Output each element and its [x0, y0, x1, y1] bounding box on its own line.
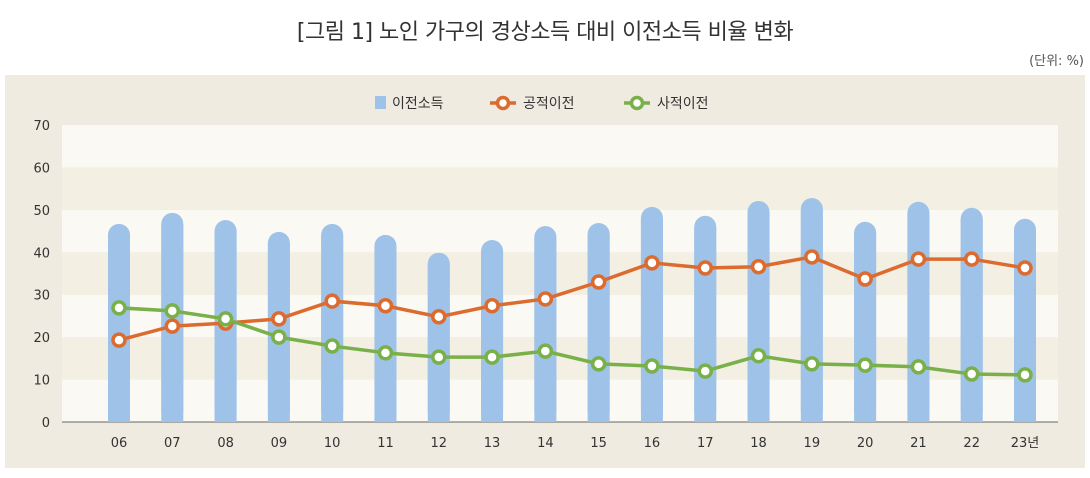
point	[910, 359, 927, 375]
point	[590, 356, 607, 372]
point	[217, 311, 234, 327]
x-tick-label: 21	[910, 436, 927, 451]
point	[484, 297, 500, 314]
x-tick-label: 22	[963, 436, 980, 451]
point	[324, 338, 340, 354]
x-tick-label: 11	[377, 436, 394, 451]
point	[484, 349, 500, 365]
x-tick-label: 10	[324, 436, 341, 451]
point	[164, 303, 181, 319]
bar-body	[694, 226, 717, 422]
point	[857, 271, 873, 287]
bar-body	[640, 217, 663, 422]
point	[963, 251, 980, 267]
point	[431, 349, 447, 365]
x-tick-label: 14	[537, 436, 554, 451]
bar-body	[374, 245, 397, 422]
point	[644, 255, 660, 271]
unit-label: (단위: %)	[1029, 54, 1084, 69]
line-사적이전	[118, 306, 1026, 377]
x-tick-label: 16	[644, 436, 661, 451]
y-tick-label: 60	[33, 161, 50, 176]
point	[111, 300, 127, 316]
x-tick-label: 09	[271, 436, 288, 451]
point	[324, 293, 340, 309]
y-tick-label: 50	[33, 204, 50, 219]
bar-body	[907, 212, 930, 422]
point	[1017, 260, 1033, 276]
x-tick-label: 18	[750, 436, 767, 451]
bar-body	[960, 218, 983, 422]
bar-body	[321, 234, 344, 422]
point	[750, 258, 767, 275]
x-tick-label: 12	[430, 436, 447, 451]
point	[697, 363, 713, 379]
grid-band	[62, 125, 1058, 168]
legend-label: 공적이전	[523, 96, 575, 112]
point	[1017, 367, 1033, 383]
bar-body	[854, 232, 877, 422]
bar-body	[587, 234, 610, 422]
point	[431, 309, 447, 325]
x-tick-label: 17	[697, 436, 714, 451]
y-tick-label: 30	[33, 289, 50, 304]
legend-swatch-bar	[375, 96, 386, 109]
y-tick-label: 70	[33, 119, 50, 134]
grid-band	[62, 167, 1058, 210]
point	[377, 297, 394, 314]
bar-body	[747, 211, 770, 422]
bar-body	[427, 263, 450, 422]
x-tick-label: 06	[111, 436, 128, 451]
x-tick-label: 07	[164, 436, 181, 451]
bar-body	[534, 236, 557, 422]
point	[804, 249, 820, 265]
bar-body	[800, 208, 823, 422]
point	[697, 260, 713, 276]
point	[644, 358, 660, 374]
legend-marker	[629, 95, 645, 111]
x-tick-label: 23년	[1011, 436, 1040, 451]
y-tick-label: 40	[33, 246, 50, 261]
x-tick-label: 08	[217, 436, 234, 451]
line-공적이전	[118, 255, 1026, 342]
point	[111, 332, 127, 348]
chart-title: [그림 1] 노인 가구의 경상소득 대비 이전소득 비율 변화	[296, 20, 794, 45]
y-tick-label: 10	[33, 374, 50, 389]
point	[377, 345, 394, 361]
legend-label: 이전소득	[392, 96, 444, 112]
legend-label: 사적이전	[657, 96, 709, 112]
x-tick-label: 19	[804, 436, 821, 451]
legend-marker	[495, 95, 511, 111]
point	[857, 357, 873, 373]
y-tick-label: 0	[42, 416, 50, 431]
x-tick-label: 15	[590, 436, 607, 451]
point	[590, 274, 607, 290]
point	[910, 251, 927, 267]
bar-body	[481, 250, 504, 422]
point	[963, 366, 980, 382]
point	[537, 343, 554, 359]
point	[804, 356, 820, 372]
bar-body	[1014, 229, 1036, 422]
bar-body	[108, 234, 130, 422]
point	[750, 348, 767, 364]
x-tick-label: 20	[857, 436, 874, 451]
point	[271, 311, 287, 327]
point	[537, 291, 554, 307]
x-tick-label: 13	[484, 436, 501, 451]
point	[164, 318, 181, 334]
point	[271, 329, 287, 345]
y-tick-label: 20	[33, 331, 50, 346]
